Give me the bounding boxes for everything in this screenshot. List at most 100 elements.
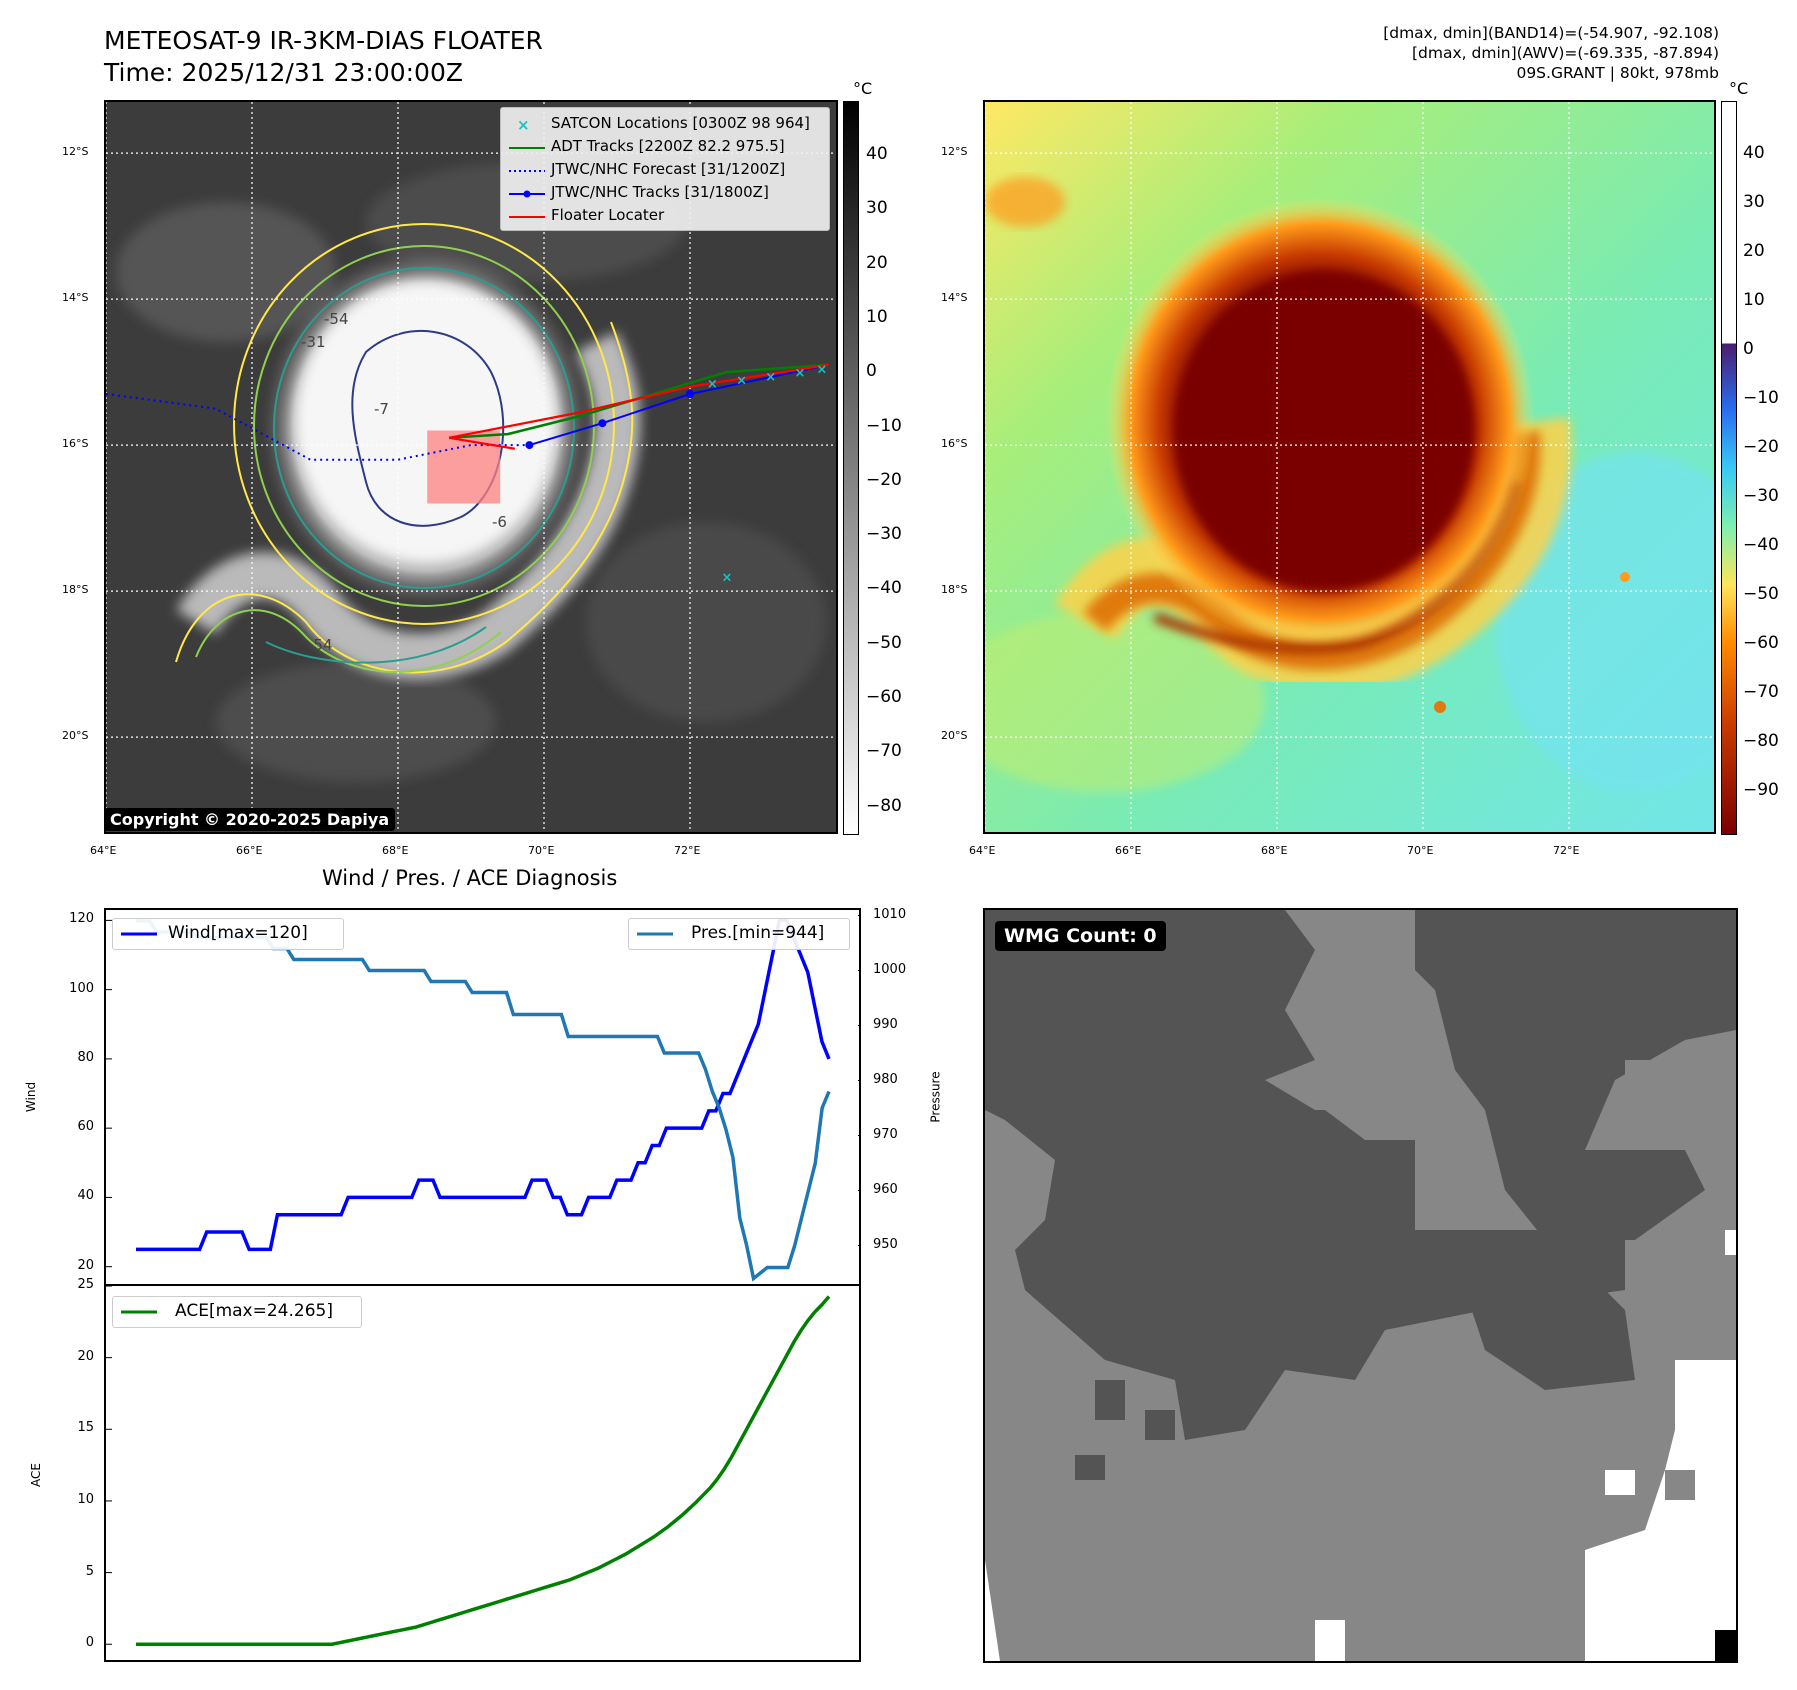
contour-label: -7 bbox=[374, 400, 389, 418]
lat-tick-label: 18°S bbox=[62, 583, 89, 597]
ace-legend: ACE[max=24.265] bbox=[112, 1296, 362, 1328]
ace-svg bbox=[106, 1286, 831, 1646]
ir-tracks: × × × × × × bbox=[106, 362, 829, 586]
y-tick-label-right: 1010 bbox=[873, 906, 907, 922]
y-tick-label: 40 bbox=[77, 1188, 94, 1204]
lat-tick-label: 12°S bbox=[941, 145, 968, 159]
y-tick-label: 5 bbox=[85, 1563, 94, 1579]
lon-tick-label: 70°E bbox=[528, 844, 555, 857]
y-tick-label-right: 950 bbox=[873, 1236, 898, 1252]
lon-tick-label: 68°E bbox=[1261, 844, 1288, 857]
enhanced-image-svg bbox=[985, 102, 1714, 832]
ir-colorbar-tick: −40 bbox=[866, 578, 902, 599]
ir-colorbar-tick: −20 bbox=[866, 469, 902, 490]
ace-axis-label: ACE bbox=[28, 1463, 43, 1487]
ir-colorbar-tick: 0 bbox=[866, 361, 877, 382]
track-legend: × SATCON Locations [0300Z 98 964] ADT Tr… bbox=[500, 107, 830, 231]
ir-colorbar-tick: 10 bbox=[866, 306, 888, 327]
lat-tick-label: 16°S bbox=[62, 437, 89, 451]
ir-colorbar-tick: 40 bbox=[866, 144, 888, 164]
y-tick-label-right: 980 bbox=[873, 1071, 898, 1087]
lon-tick-label: 68°E bbox=[382, 844, 409, 857]
satcon-point: × bbox=[816, 362, 827, 377]
wind-pressure-svg bbox=[106, 915, 859, 1282]
lon-tick-label: 72°E bbox=[1553, 844, 1580, 857]
lat-tick-label: 20°S bbox=[62, 729, 89, 743]
ir-colorbar-tick: −70 bbox=[866, 741, 902, 762]
enhanced-colorbar-tick: 40 bbox=[1743, 143, 1765, 163]
wmg-image-svg bbox=[985, 910, 1736, 1661]
enhanced-colorbar-tick: −80 bbox=[1743, 731, 1779, 751]
satcon-point: × bbox=[795, 366, 806, 381]
enhanced-gridlines bbox=[985, 102, 1714, 832]
awv-stats: [dmax, dmin](AWV)=(-69.335, -87.894) bbox=[1412, 44, 1719, 62]
lat-tick-label: 16°S bbox=[941, 437, 968, 451]
contour-label: -54 bbox=[308, 636, 333, 654]
y-tick-label: 10 bbox=[77, 1491, 94, 1507]
lat-tick-label: 18°S bbox=[941, 583, 968, 597]
wind-axis-label: Wind bbox=[24, 1081, 39, 1113]
copyright-badge: Copyright © 2020-2025 Dapiya bbox=[104, 808, 396, 831]
satcon-point: × bbox=[722, 571, 733, 586]
enhanced-colorbar-tick: −40 bbox=[1743, 535, 1779, 555]
y-tick-label: 80 bbox=[77, 1049, 94, 1065]
contour-teal bbox=[273, 267, 575, 589]
ir-colorbar-tick: −60 bbox=[866, 687, 902, 707]
enhanced-colorbar-tick: 0 bbox=[1743, 339, 1754, 359]
wmg-count-badge: WMG Count: 0 bbox=[995, 921, 1166, 951]
series-line bbox=[136, 918, 831, 1252]
y-tick-label-right: 970 bbox=[873, 1126, 898, 1142]
enhanced-colorbar-tick: 10 bbox=[1743, 290, 1765, 310]
y-tick-label-right: 990 bbox=[873, 1016, 898, 1032]
lat-tick-label: 12°S bbox=[62, 145, 89, 159]
y-tick-label: 100 bbox=[69, 980, 94, 996]
lat-tick-label: 20°S bbox=[941, 729, 968, 743]
pressure-legend: Pres.[min=944] bbox=[628, 918, 850, 950]
figure-title: METEOSAT-9 IR-3KM-DIAS FLOATER bbox=[104, 26, 543, 55]
lon-tick-label: 64°E bbox=[969, 844, 996, 857]
ir-colorbar-tick: 30 bbox=[866, 198, 888, 219]
jtwc-track-point bbox=[686, 390, 694, 398]
ir-colorbar bbox=[843, 101, 859, 835]
y-tick-label: 60 bbox=[77, 1119, 94, 1135]
ir-image-svg: -54 -31 -7 -6 -54 × × × × × × bbox=[106, 102, 836, 832]
lon-tick-label: 66°E bbox=[1115, 844, 1142, 857]
pressure-legend-line-icon bbox=[637, 932, 673, 936]
y-tick-label: 25 bbox=[77, 1277, 94, 1292]
enhanced-colorbar-tick: −30 bbox=[1743, 486, 1779, 506]
wind-legend: Wind[max=120] bbox=[112, 918, 344, 950]
y-tick-label-right: 1000 bbox=[873, 961, 907, 977]
jtwc-track-point bbox=[598, 419, 607, 428]
ir-colorbar-tick: −50 bbox=[866, 632, 902, 653]
y-tick-label: 0 bbox=[85, 1635, 94, 1651]
ir-colorbar-tick: 20 bbox=[866, 252, 888, 273]
figure-time: Time: 2025/12/31 23:00:00Z bbox=[104, 58, 463, 87]
storm-info: 09S.GRANT | 80kt, 978mb bbox=[1516, 64, 1719, 82]
y-tick-label: 15 bbox=[77, 1420, 94, 1436]
band14-stats: [dmax, dmin](BAND14)=(-54.907, -92.108) bbox=[1383, 24, 1719, 42]
enhanced-colorbar-tick: −70 bbox=[1743, 682, 1779, 702]
series-line bbox=[136, 919, 831, 1282]
wind-legend-line-icon bbox=[121, 932, 157, 936]
contour-label: -54 bbox=[324, 310, 349, 328]
contour-label: -31 bbox=[301, 333, 326, 351]
contour-label: -6 bbox=[492, 513, 507, 531]
y-tick-label: 20 bbox=[77, 1348, 94, 1364]
wind-legend-label: Wind[max=120] bbox=[168, 923, 308, 943]
pressure-axis-label: Pressure bbox=[928, 1071, 943, 1123]
satcon-point: × bbox=[736, 373, 747, 388]
lon-tick-label: 70°E bbox=[1407, 844, 1434, 857]
pressure-legend-label: Pres.[min=944] bbox=[691, 923, 825, 943]
lon-tick-label: 64°E bbox=[90, 844, 117, 857]
enhanced-ir-panel bbox=[983, 100, 1716, 834]
ace-legend-label: ACE[max=24.265] bbox=[175, 1301, 333, 1321]
floater-box bbox=[427, 430, 501, 504]
jtwc-track-line bbox=[529, 363, 829, 447]
satcon-marker-icon: × bbox=[517, 116, 530, 134]
enhanced-colorbar-tick: 20 bbox=[1743, 241, 1765, 261]
enhanced-colorbar-tick: −20 bbox=[1743, 437, 1779, 457]
ir-colorbar-tick: −80 bbox=[866, 795, 902, 816]
contour-yellow bbox=[233, 223, 615, 625]
jtwc-track-point bbox=[525, 441, 534, 450]
floater-locater-line bbox=[448, 363, 829, 439]
